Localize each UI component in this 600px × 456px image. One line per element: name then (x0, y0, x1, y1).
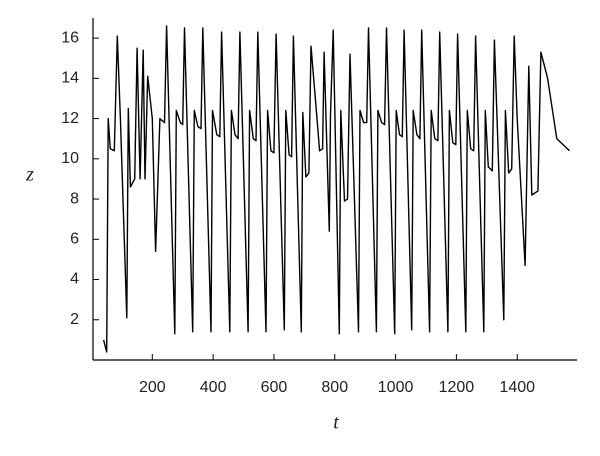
y-axis-label: z (25, 164, 34, 186)
x-tick-label: 400 (200, 379, 227, 396)
x-tick-label: 800 (321, 379, 348, 396)
x-axis-label: t (333, 412, 339, 434)
y-tick-label: 16 (61, 29, 79, 46)
y-tick-label: 14 (61, 70, 79, 87)
y-tick-label: 8 (70, 190, 79, 207)
y-tick-label: 10 (61, 150, 79, 167)
x-tick-label: 600 (261, 379, 288, 396)
x-tick-label: 1200 (439, 379, 475, 396)
y-tick-label: 6 (70, 231, 79, 248)
x-tick-label: 1000 (378, 379, 414, 396)
y-tick-label: 12 (61, 110, 79, 127)
x-tick-label: 1400 (499, 379, 535, 396)
y-tick-label: 4 (70, 271, 79, 288)
line (102, 25, 570, 353)
y-tick-label: 2 (70, 311, 79, 328)
x-tick-label: 200 (139, 379, 166, 396)
